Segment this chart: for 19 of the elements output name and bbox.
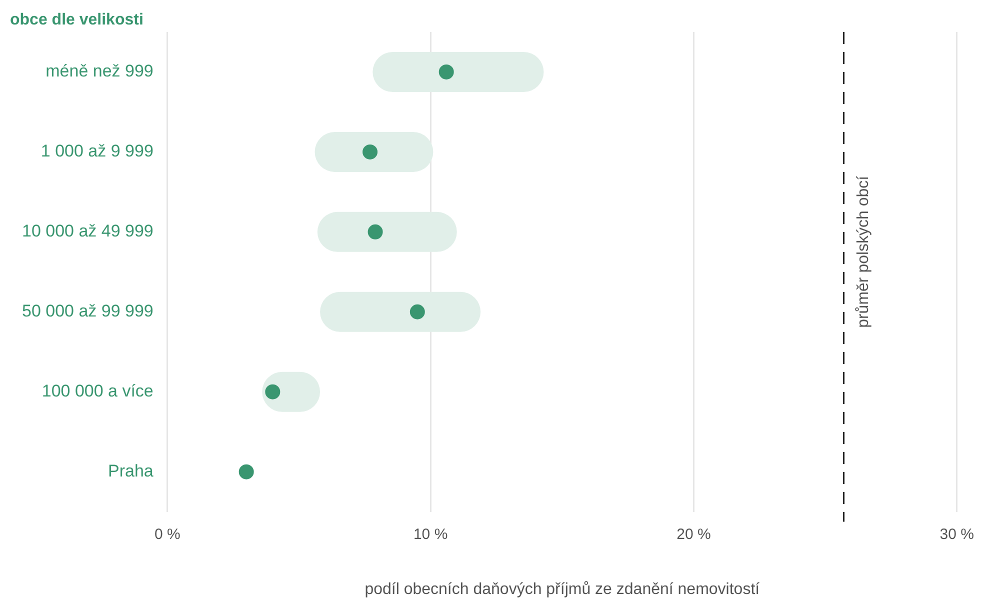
x-tick-label: 0 % <box>154 526 180 543</box>
x-tick-label: 10 % <box>413 526 448 543</box>
ref-line-label: průměr polských obcí <box>855 175 872 328</box>
point <box>438 64 454 80</box>
y-tick-label: 10 000 až 49 999 <box>22 222 154 241</box>
point <box>410 304 425 320</box>
point <box>265 384 280 400</box>
point <box>238 464 254 480</box>
point <box>362 144 378 160</box>
x-tick-label: 20 % <box>676 526 711 543</box>
y-axis-title: obce dle velikosti <box>10 11 144 28</box>
y-tick-label: Praha <box>108 462 154 481</box>
x-tick-label: 30 % <box>940 526 974 543</box>
y-tick-label: 50 000 až 99 999 <box>22 302 154 321</box>
y-tick-label: 100 000 a více <box>42 382 154 401</box>
y-tick-label: 1 000 až 9 999 <box>40 142 154 161</box>
x-axis-title: podíl obecních daňových příjmů ze zdanění nemovitostí <box>364 580 760 598</box>
point <box>368 224 383 240</box>
y-tick-label: méně než 999 <box>46 62 154 81</box>
